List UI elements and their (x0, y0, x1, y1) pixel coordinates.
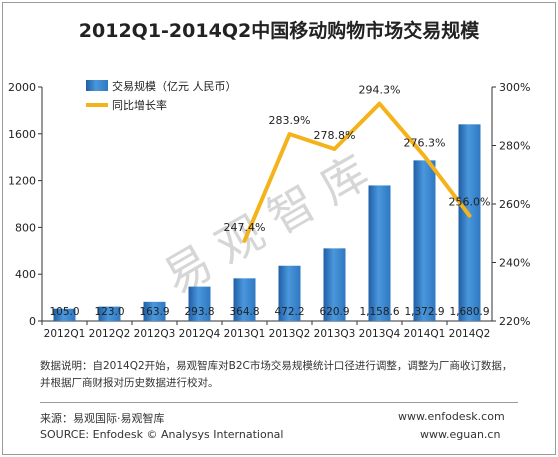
x-tick-label: 2013Q3 (314, 328, 356, 340)
footer-url-2: www.eguan.cn (420, 428, 501, 441)
legend-swatch-bar (86, 80, 108, 91)
bar-value-label: 123.0 (94, 306, 124, 318)
growth-line (242, 101, 472, 243)
x-tick-label: 2014Q2 (449, 328, 491, 340)
y-left-tick-label: 2000 (8, 81, 36, 94)
note-line-2: 并根据厂商财报对历史数据进行校对。 (40, 377, 219, 389)
line-point (288, 132, 291, 136)
data-note: 数据说明：自2014Q2开始，易观智库对B2C市场交易规模统计口径进行调整，调整… (40, 358, 540, 392)
bar-value-label: 163.9 (139, 306, 169, 318)
y-left-tick-label: 800 (15, 221, 36, 234)
y-right-tick-label: 220% (499, 315, 530, 328)
line-value-label: 247.4% (224, 221, 266, 234)
legend: 交易规模（亿元 人民币） 同比增长率 (86, 79, 237, 112)
x-tick-label: 2013Q4 (359, 328, 401, 340)
x-tick-label: 2013Q2 (269, 328, 311, 340)
legend-label-bar: 交易规模（亿元 人民币） (112, 79, 237, 93)
x-tick-label: 2012Q2 (89, 328, 131, 340)
y-right-tick-label: 300% (499, 81, 530, 94)
x-tick-label: 2012Q1 (44, 328, 86, 340)
bar (413, 160, 436, 321)
y-left-tick-label: 1200 (8, 175, 36, 188)
bar (278, 265, 301, 321)
bar-value-label: 472.2 (274, 306, 304, 318)
note-line-1: 数据说明：自2014Q2开始，易观智库对B2C市场交易规模统计口径进行调整，调整… (40, 360, 513, 372)
y-left-tick-label: 1600 (8, 128, 36, 141)
legend-label-line: 同比增长率 (112, 98, 167, 112)
chart-title: 2012Q1-2014Q2中国移动购物市场交易规模 (78, 20, 480, 42)
line-point (468, 214, 471, 218)
bar-value-label: 364.8 (229, 306, 259, 318)
line-point (378, 102, 381, 106)
bar (368, 185, 391, 321)
watermark: 易观智库 (155, 138, 390, 305)
bar (458, 124, 481, 321)
y-left-tick-label: 0 (29, 315, 36, 328)
bar-value-label: 1,158.6 (359, 306, 399, 318)
y-right-tick-label: 280% (499, 140, 530, 153)
bar (188, 286, 211, 321)
line-value-label: 294.3% (359, 84, 401, 97)
line-value-label: 276.3% (404, 136, 446, 149)
bar (53, 308, 76, 321)
bar (143, 301, 166, 321)
bar (323, 248, 346, 321)
bar-value-label: 105.0 (49, 306, 79, 318)
y-right-tick-label: 260% (499, 198, 530, 211)
source-cn: 来源：易观国际·易观智库 (40, 412, 165, 425)
bar-value-label: 620.9 (319, 306, 349, 318)
x-tick-label: 2014Q1 (404, 328, 446, 340)
line-point (423, 154, 426, 158)
footer-url-1: www.enfodesk.com (398, 410, 505, 423)
bar-value-label: 1,372.9 (404, 306, 444, 318)
x-tick-label: 2013Q1 (224, 328, 266, 340)
source-en: SOURCE: Enfodesk © Analysys Internationa… (40, 428, 284, 441)
x-tick-label: 2012Q3 (134, 328, 176, 340)
y-right-tick-label: 240% (499, 257, 530, 270)
footer-divider (40, 402, 518, 403)
line-series: 247.4% 283.9%278.8% 294.3% 276.3% 256.0% (224, 84, 491, 243)
line-point (243, 239, 246, 243)
bar (98, 306, 121, 321)
line-value-label: 283.9% (269, 114, 311, 127)
line-point (333, 147, 336, 151)
bar-value-label: 1,680.9 (449, 306, 489, 318)
y-left-tick-label: 400 (15, 268, 36, 281)
line-value-label: 278.8% (314, 129, 356, 142)
bar-value-label: 293.8 (184, 306, 214, 318)
bar (233, 278, 256, 321)
line-value-label: 256.0% (449, 196, 491, 209)
bar-series: 105.0 123.0 163.9 293.8 364.8 472.2 620.9 1,158… (49, 124, 490, 321)
x-tick-label: 2012Q4 (179, 328, 221, 340)
